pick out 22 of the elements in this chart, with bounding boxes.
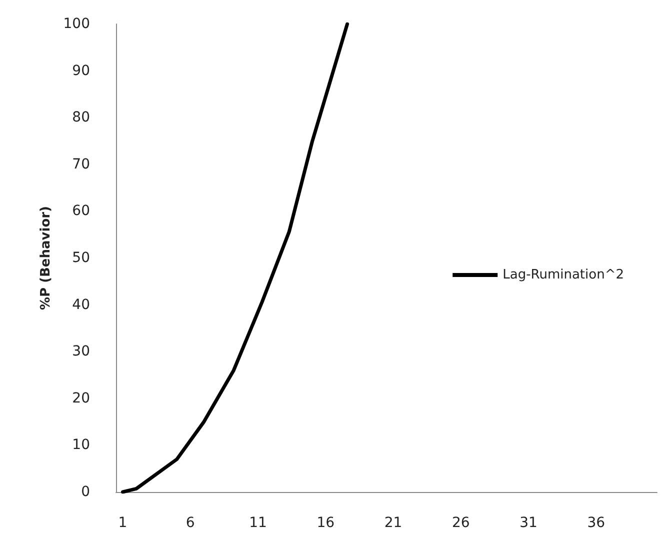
x-tick-label: 21 xyxy=(384,515,402,531)
y-tick-label: 10 xyxy=(72,437,90,454)
x-tick-label: 1 xyxy=(118,515,128,531)
y-tick-label: 90 xyxy=(72,62,90,79)
y-axis-title: %P (Behavior) xyxy=(38,206,54,310)
y-tick-label: 60 xyxy=(72,203,90,220)
x-tick-label: 6 xyxy=(186,515,195,531)
y-tick-label: 80 xyxy=(72,110,90,126)
y-tick-label: 40 xyxy=(72,296,90,313)
y-tick-label: 20 xyxy=(72,390,90,406)
y-tick-label: 100 xyxy=(63,16,90,32)
y-tick-label: 70 xyxy=(72,156,90,172)
x-tick-label: 31 xyxy=(520,515,538,531)
y-tick-label: 50 xyxy=(72,250,90,266)
x-tick-label: 26 xyxy=(452,515,470,531)
line-series xyxy=(121,22,350,494)
x-tick-label: 11 xyxy=(249,515,267,531)
legend-label: Lag-Rumination^2 xyxy=(502,268,624,282)
x-tick-label: 16 xyxy=(316,515,335,531)
y-tick-label: 0 xyxy=(81,484,90,500)
x-tick-label: 36 xyxy=(587,515,606,531)
y-tick-label: 30 xyxy=(72,344,90,360)
